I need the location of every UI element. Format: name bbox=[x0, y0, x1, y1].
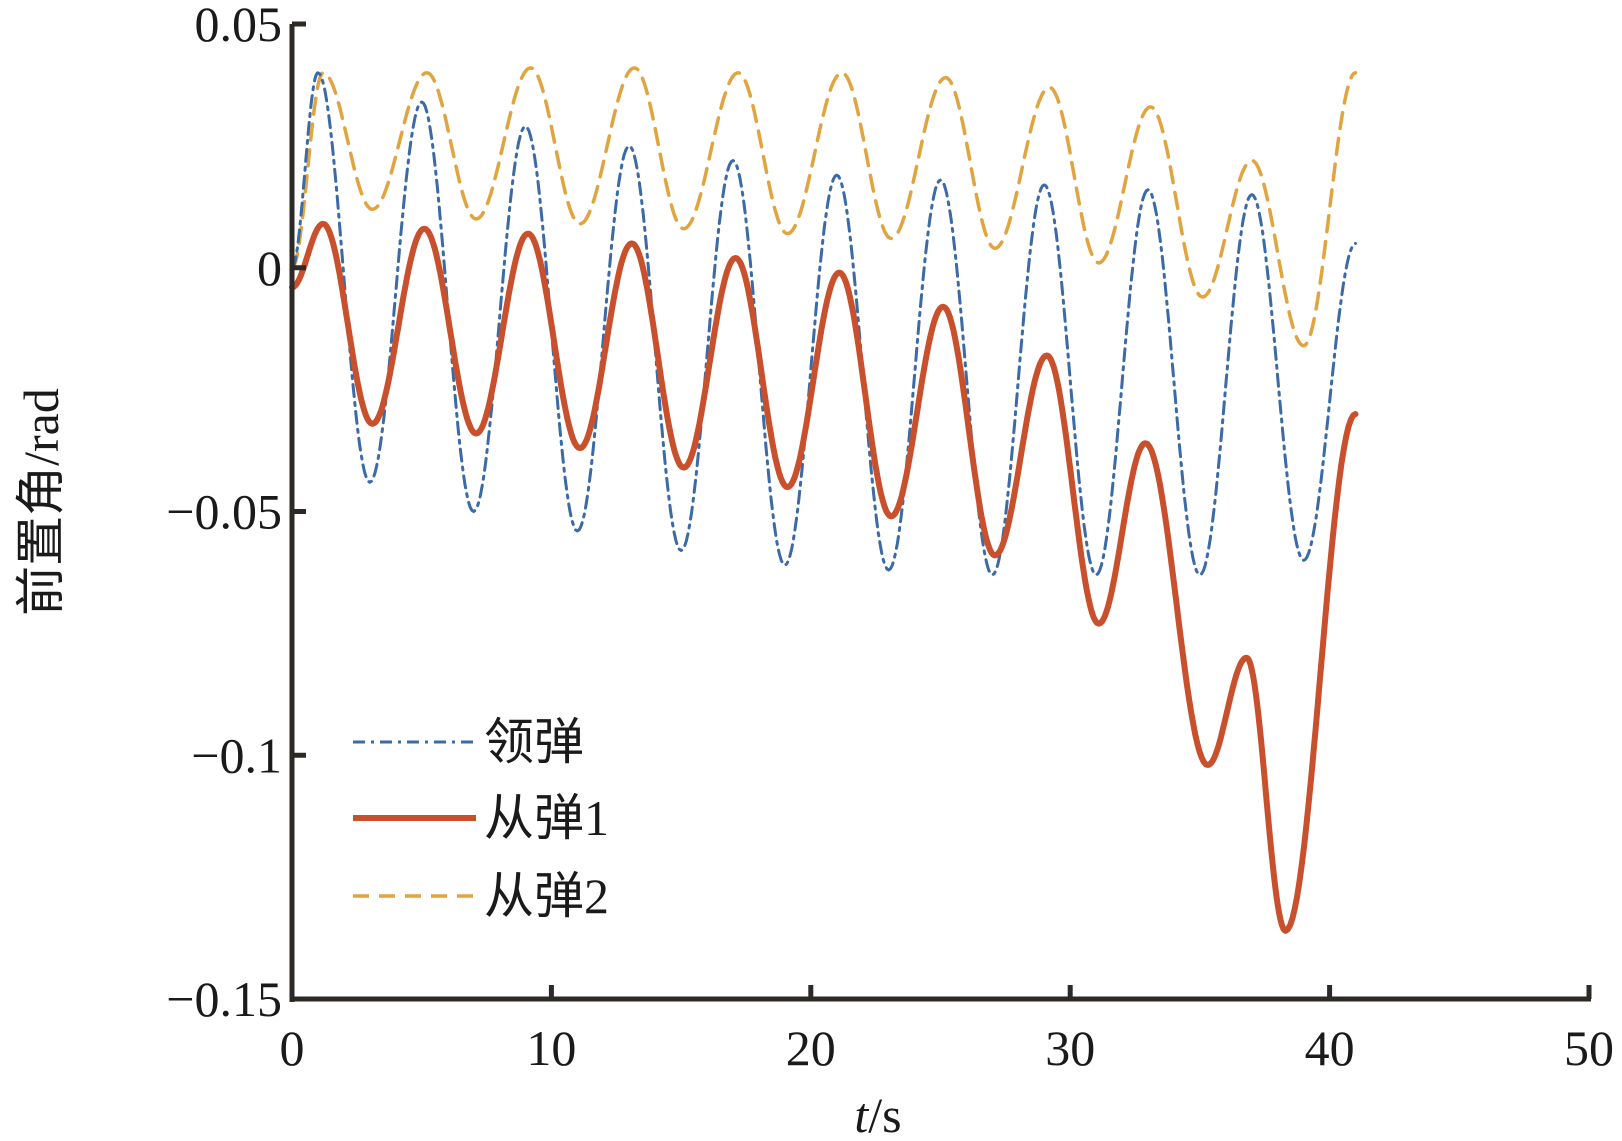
ticks: 0 10 20 30 40 50 0.05 0 −0.05 −0.1 −0.15 bbox=[166, 0, 1614, 1076]
axes bbox=[289, 24, 1591, 1002]
x-axis-title-unit: /s bbox=[868, 1087, 901, 1141]
y-tick-label: −0.05 bbox=[166, 484, 282, 540]
legend: 领弹 从弹1 从弹2 bbox=[353, 714, 609, 924]
y-axis-title: 前置角/rad bbox=[13, 388, 69, 616]
x-axis-title-var: t bbox=[854, 1087, 869, 1141]
series-follower1-line bbox=[289, 220, 1359, 934]
plot-lines bbox=[289, 66, 1359, 934]
y-tick-label: 0.05 bbox=[195, 0, 283, 52]
x-tick-label: 40 bbox=[1305, 1020, 1355, 1076]
y-tick-label: −0.1 bbox=[191, 727, 282, 783]
x-tick-label: 20 bbox=[786, 1020, 836, 1076]
series-follower2-line bbox=[290, 66, 1358, 348]
x-axis-title: t/s bbox=[854, 1087, 901, 1141]
legend-label-leader: 领弹 bbox=[484, 714, 584, 770]
x-tick-label: 0 bbox=[280, 1020, 305, 1076]
x-tick-label: 10 bbox=[526, 1020, 576, 1076]
x-tick-label: 30 bbox=[1045, 1020, 1095, 1076]
y-tick-label: −0.15 bbox=[166, 971, 282, 1027]
legend-label-follower2: 从弹2 bbox=[484, 868, 609, 924]
x-tick-label: 50 bbox=[1564, 1020, 1614, 1076]
legend-label-follower1: 从弹1 bbox=[484, 790, 609, 846]
y-tick-label: 0 bbox=[257, 240, 282, 296]
